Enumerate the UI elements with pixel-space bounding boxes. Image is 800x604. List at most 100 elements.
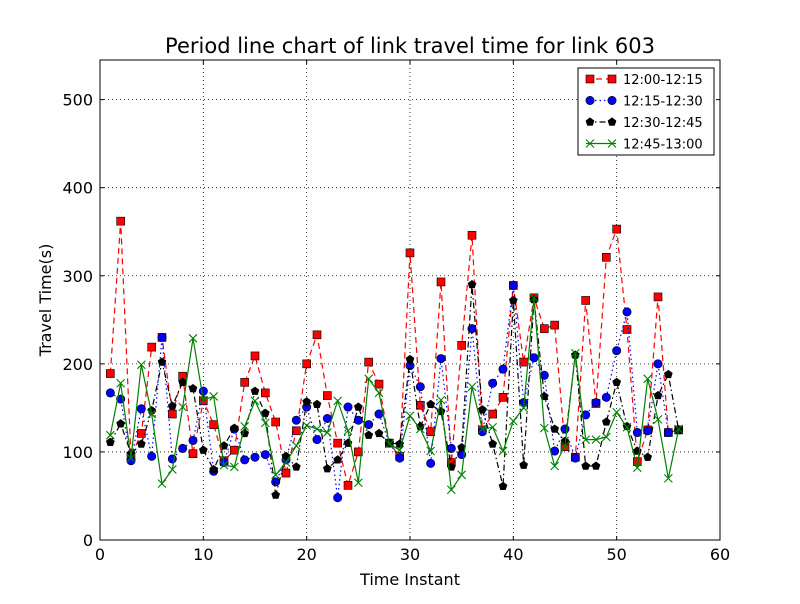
series-4-point (591, 435, 601, 444)
series-1-point (271, 417, 280, 427)
x-tick-label: 40 (503, 545, 523, 564)
series-4-point (601, 432, 611, 442)
series-4-point (581, 435, 591, 444)
series-layer (105, 216, 684, 503)
series-4-point (395, 445, 405, 455)
legend-marker-3 (585, 117, 595, 126)
series-3-point (550, 424, 560, 433)
y-tick-label: 100 (62, 443, 93, 462)
series-1-point (457, 341, 466, 350)
series-1-point (612, 224, 621, 234)
series-1-point (147, 342, 156, 352)
series-3-point (250, 386, 260, 395)
x-tick-label: 60 (710, 545, 730, 564)
series-4-point (622, 422, 632, 432)
series-4-point (291, 441, 301, 451)
series-4-point (209, 392, 219, 401)
series-4-point (457, 470, 467, 480)
series-4-point (384, 439, 394, 449)
y-tick-label: 500 (62, 91, 93, 110)
series-4-point (612, 407, 622, 417)
series-4-point (147, 409, 157, 419)
series-2-point (260, 450, 270, 460)
series-2-point (312, 435, 322, 445)
series-4-point (353, 478, 363, 488)
series-3-point (105, 437, 115, 446)
series-3-point (488, 439, 498, 448)
series-4-point (467, 382, 477, 392)
series-1-point (498, 393, 508, 402)
series-3-point (353, 402, 363, 411)
series-2-point (498, 364, 508, 374)
series-2-point (612, 346, 622, 356)
series-1-point (323, 391, 332, 400)
series-4-point (488, 422, 498, 432)
series-2-point (601, 392, 611, 402)
series-3-point (178, 377, 188, 387)
series-3-point (116, 419, 126, 428)
series-2-point (560, 424, 570, 434)
series-3-point (581, 461, 591, 470)
series-4-point (674, 424, 684, 434)
series-4-point (116, 378, 126, 388)
series-2-point (632, 428, 642, 438)
legend-label-4: 12:45-13:00 (623, 138, 703, 153)
series-4-point (312, 424, 322, 434)
series-2-point (188, 435, 198, 445)
series-4-point (653, 414, 663, 424)
series-1-point (240, 378, 249, 387)
series-4-point (632, 463, 642, 473)
series-3-point (198, 445, 208, 454)
series-1-point (250, 351, 260, 361)
series-4-point (405, 411, 415, 421)
series-1-point (354, 447, 363, 457)
series-1-point (581, 296, 590, 305)
series-3-point (209, 464, 219, 474)
series-3-point (157, 357, 167, 366)
series-3-point (643, 452, 653, 461)
legend: 12:00-12:15 12:15-12:30 12:30-12:45 12:45-1… (577, 67, 715, 156)
series-1-point (343, 481, 353, 490)
legend-label-3: 12:30-12:45 (623, 116, 703, 131)
series-4-point (560, 441, 570, 451)
series-1-point (416, 400, 425, 410)
series-3-point (312, 399, 322, 409)
series-2-point (343, 402, 353, 412)
series-3-point (136, 439, 146, 448)
series-2-point (591, 398, 601, 408)
chart-title: Period line chart of link travel time fo… (165, 34, 655, 58)
series-4-point (178, 402, 188, 412)
legend-label-1: 12:00-12:15 (623, 73, 703, 88)
series-1-point (467, 230, 477, 240)
series-3-point (508, 295, 518, 305)
series-1-point (540, 324, 549, 333)
series-4-point (436, 395, 446, 405)
series-2-point (322, 413, 332, 423)
series-2-point (467, 324, 477, 334)
series-4-line (109, 297, 680, 492)
series-2-point (147, 451, 157, 461)
series-1-point (230, 445, 239, 455)
series-3-point (167, 401, 177, 410)
series-2-point (198, 386, 208, 396)
series-3-point (519, 460, 529, 469)
series-3-point (291, 462, 301, 471)
series-2-point (488, 378, 498, 388)
series-4-point (126, 453, 136, 463)
series-1-point (188, 449, 198, 458)
series-1-point (622, 325, 632, 334)
series-4-point (271, 470, 281, 480)
series-1-point (436, 277, 446, 287)
legend-marker-2 (607, 96, 617, 106)
series-4-point (105, 430, 115, 440)
series-4-point (539, 423, 549, 433)
series-3-point (322, 464, 332, 473)
series-2-point (167, 454, 177, 464)
legend-marker-3 (607, 117, 617, 126)
series-4-point (477, 424, 487, 434)
series-4-point (519, 403, 529, 413)
series-1-point (405, 248, 415, 258)
series-4-point (322, 428, 332, 437)
